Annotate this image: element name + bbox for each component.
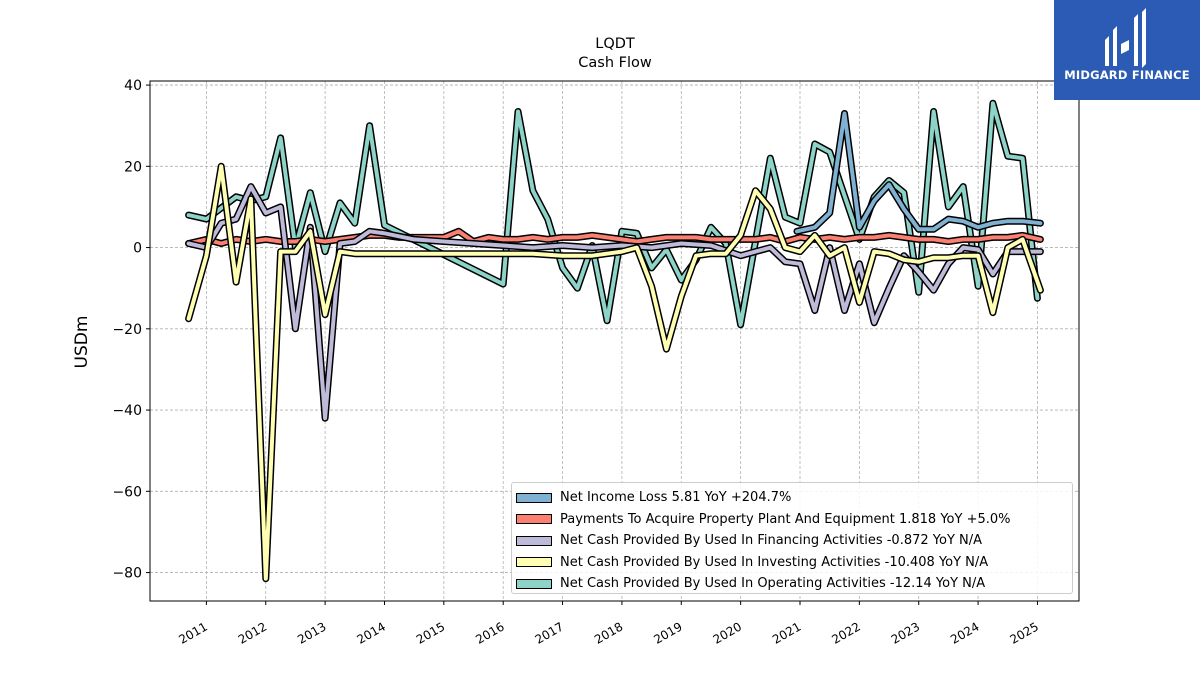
legend-label: Net Cash Provided By Used In Investing A… [560,554,989,570]
plot-frame [149,80,1080,602]
series-net-income [793,110,1044,235]
x-tick-label: 2014 [355,619,388,646]
y-axis-label: USDm [72,316,92,369]
legend-item: Payments To Acquire Property Plant And E… [516,509,1072,531]
brand-logo: MIDGARD FINANCE [1054,0,1200,100]
legend-item: Net Cash Provided By Used In Investing A… [516,552,1072,574]
series-lines [185,99,1044,583]
x-tick-label: 2017 [533,619,566,646]
x-tick-label: 2011 [176,619,209,646]
chart-title: LQDT [595,36,635,52]
y-tick-label: −80 [112,566,142,582]
x-tick-label: 2019 [651,619,684,646]
series-line [186,164,1043,581]
series-investing [185,162,1044,583]
x-tick-label: 2021 [770,619,803,646]
series-line [795,111,1043,234]
logo-text: MIDGARD FINANCE [1064,68,1190,82]
legend-swatch [516,514,552,525]
series-capex [185,227,1044,247]
x-tick-label: 2018 [592,619,625,646]
x-tick-label: 2016 [473,619,506,646]
x-tick-label: 2022 [829,619,862,646]
legend-swatch [516,557,552,568]
y-tick-label: 20 [124,159,142,175]
x-tick-label: 2015 [414,619,447,646]
x-tick-label: 2024 [948,619,981,646]
legend-item: Net Cash Provided By Used In Financing A… [516,530,1072,552]
series-line [186,184,1043,421]
x-tick-label: 2023 [889,619,922,646]
chart-subtitle: Cash Flow [578,55,652,71]
legend-item: Net Income Loss 5.81 YoY +204.7% [516,487,1072,509]
y-tick-label: −40 [112,403,142,419]
x-tick-label: 2013 [295,619,328,646]
y-tick-label: −60 [112,484,142,500]
legend: Net Income Loss 5.81 YoY +204.7% Payments… [511,482,1073,594]
x-tick-label: 2020 [711,619,744,646]
series-financing [185,183,1044,422]
x-tick-label: 2012 [236,619,269,646]
legend-item: Net Cash Provided By Used In Operating A… [516,573,1072,595]
legend-label: Payments To Acquire Property Plant And E… [560,511,1011,527]
legend-label: Net Income Loss 5.81 YoY +204.7% [560,490,792,506]
legend-swatch [516,535,552,546]
legend-swatch [516,578,552,589]
y-tick-label: 40 [124,78,142,94]
legend-label: Net Cash Provided By Used In Financing A… [560,533,983,549]
midgard-logo-icon [1105,8,1146,68]
y-tick-label: −20 [112,322,142,338]
y-tick-label: 0 [133,241,142,257]
grid [150,81,1079,601]
x-tick-label: 2025 [1007,619,1040,646]
legend-swatch [516,492,552,503]
series-line [186,229,1043,246]
legend-label: Net Cash Provided By Used In Operating A… [560,576,986,592]
